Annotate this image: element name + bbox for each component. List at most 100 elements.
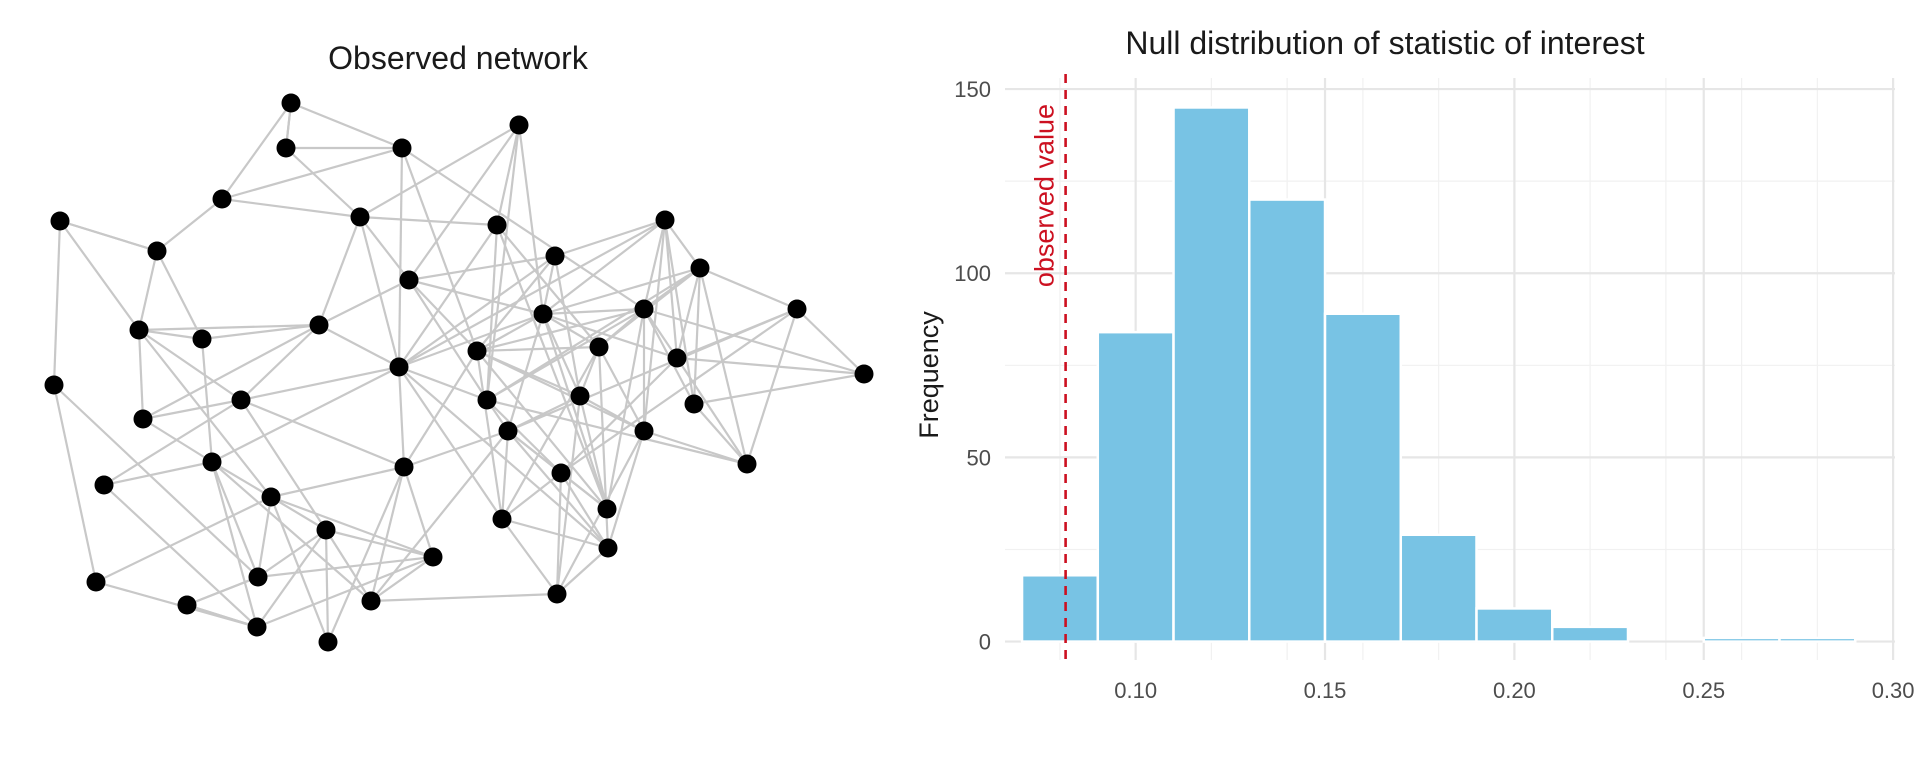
network-node <box>737 454 757 474</box>
network-edge <box>398 366 609 549</box>
network-node <box>545 246 565 266</box>
network-edge <box>325 528 434 559</box>
network-node <box>597 499 617 519</box>
network-node <box>177 595 197 615</box>
network-edge <box>476 345 600 353</box>
network-edge <box>211 461 372 602</box>
histogram-bars <box>1020 106 1857 643</box>
network-edge <box>692 267 702 405</box>
network-node <box>547 584 567 604</box>
observed-value-label: observed value <box>1030 104 1060 287</box>
network-edge <box>370 556 434 602</box>
network-edge <box>402 466 435 558</box>
network-edge <box>397 366 406 468</box>
network-node <box>261 487 281 507</box>
network-edge <box>142 418 213 463</box>
network-edge <box>485 224 499 401</box>
network-edge <box>138 328 203 341</box>
network-node <box>129 320 149 340</box>
network-node <box>318 632 338 652</box>
network-edge <box>138 323 320 332</box>
network-node <box>309 315 329 335</box>
network-edge <box>221 197 361 219</box>
network-node <box>248 567 268 587</box>
network-node <box>492 509 512 529</box>
network-edge <box>476 350 608 510</box>
network-edge <box>317 216 362 326</box>
histogram-bar <box>1702 636 1781 643</box>
network-edge <box>408 124 520 281</box>
histogram-bar <box>1096 330 1175 643</box>
network-edge <box>486 399 562 474</box>
network-edge <box>403 429 509 469</box>
y-axis-label: Frequency <box>914 311 944 439</box>
network-edge <box>408 254 556 282</box>
network-edge <box>555 395 582 595</box>
network-edge <box>211 461 272 498</box>
network-edge <box>270 495 434 559</box>
network-node <box>50 211 70 231</box>
network-edge <box>476 255 556 352</box>
y-axis-ticks: 0 50 100 150 <box>954 77 991 655</box>
network-edge <box>554 218 666 258</box>
network-edge <box>495 224 609 510</box>
network-edge <box>560 472 608 510</box>
network-node <box>655 210 675 230</box>
network-edge <box>403 350 478 468</box>
network-edge <box>59 219 158 253</box>
network-edge <box>359 124 520 218</box>
network-edge <box>408 279 488 401</box>
network-edge <box>676 356 865 376</box>
network-edge <box>476 307 645 353</box>
network-edge <box>486 267 701 401</box>
network-edge <box>408 278 544 316</box>
network-node <box>202 452 222 472</box>
network-edge <box>290 101 403 150</box>
network-edge <box>598 346 645 432</box>
network-edge <box>675 267 702 359</box>
network-node <box>570 386 590 406</box>
network-edge <box>500 430 510 520</box>
network-node <box>509 115 529 135</box>
network-node <box>423 547 443 567</box>
network-edge <box>398 255 556 368</box>
x-tick-label: 0.10 <box>1114 678 1157 703</box>
network-edge <box>598 308 645 348</box>
network-edge <box>142 398 242 421</box>
network-edge <box>318 279 410 326</box>
network-node <box>247 617 267 637</box>
network-title: Observed network <box>328 40 589 76</box>
network-edge <box>137 250 159 331</box>
network-edge <box>501 517 609 550</box>
network-edge <box>370 592 558 603</box>
network-edge <box>359 215 498 227</box>
network-edge <box>186 575 259 607</box>
y-tick-label: 100 <box>954 261 991 286</box>
network-node <box>634 299 654 319</box>
network-edge <box>643 429 748 466</box>
network-node <box>487 215 507 235</box>
network-node <box>598 538 618 558</box>
network-edge <box>501 518 558 595</box>
network-edge <box>156 198 223 252</box>
network-node <box>147 241 167 261</box>
network-edge <box>221 102 292 200</box>
network-edge <box>556 547 609 595</box>
network-node <box>231 390 251 410</box>
network-edge <box>103 460 213 487</box>
x-tick-label: 0.30 <box>1872 678 1915 703</box>
network-edge <box>542 307 645 316</box>
network-node <box>667 348 687 368</box>
network-edge <box>103 399 242 486</box>
network-node <box>281 93 301 113</box>
network-edge <box>398 312 544 369</box>
network-edge <box>240 324 320 401</box>
network-edge <box>200 338 214 463</box>
histogram-panel: Null distribution of statistic of intere… <box>914 25 1915 703</box>
network-edge <box>257 529 327 578</box>
network-edge <box>138 329 272 498</box>
network-node <box>44 375 64 395</box>
network-node <box>350 207 370 227</box>
